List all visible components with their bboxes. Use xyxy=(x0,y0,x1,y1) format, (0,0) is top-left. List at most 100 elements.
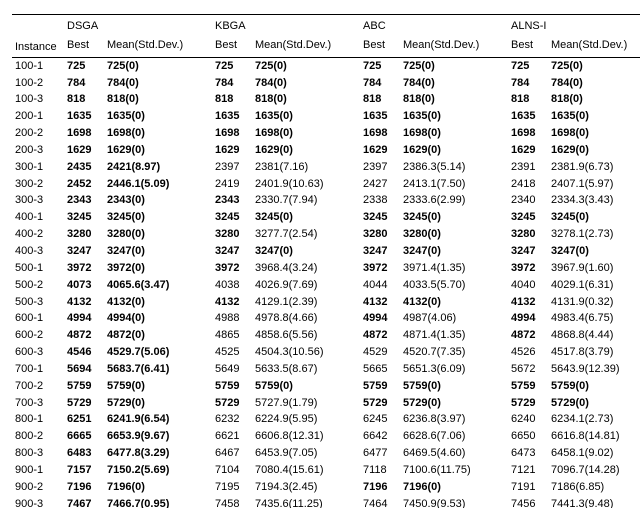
mean-cell: 2407.1(5.97) xyxy=(548,176,640,193)
best-cell: 7458 xyxy=(212,496,252,508)
instance-cell: 100-2 xyxy=(12,75,64,92)
mean-cell: 784(0) xyxy=(548,75,640,92)
best-cell: 2343 xyxy=(64,192,104,209)
best-cell: 4872 xyxy=(64,327,104,344)
instance-cell: 600-1 xyxy=(12,310,64,327)
mean-cell: 1698(0) xyxy=(548,125,640,142)
mean-cell: 5651.3(6.09) xyxy=(400,361,508,378)
best-cell: 3247 xyxy=(508,243,548,260)
col-algo-1: KBGA xyxy=(212,15,360,36)
mean-cell: 2330.7(7.94) xyxy=(252,192,360,209)
instance-cell: 800-3 xyxy=(12,445,64,462)
best-cell: 4038 xyxy=(212,277,252,294)
mean-cell: 4987(4.06) xyxy=(400,310,508,327)
best-cell: 5759 xyxy=(212,378,252,395)
best-cell: 1629 xyxy=(508,142,548,159)
best-cell: 1635 xyxy=(212,108,252,125)
col-best: Best xyxy=(360,36,400,57)
mean-cell: 6236.8(3.97) xyxy=(400,411,508,428)
mean-cell: 2421(8.97) xyxy=(104,159,212,176)
best-cell: 5729 xyxy=(212,395,252,412)
best-cell: 5729 xyxy=(508,395,548,412)
best-cell: 2340 xyxy=(508,192,548,209)
best-cell: 7121 xyxy=(508,462,548,479)
best-cell: 7104 xyxy=(212,462,252,479)
mean-cell: 2386.3(5.14) xyxy=(400,159,508,176)
best-cell: 3245 xyxy=(64,209,104,226)
best-cell: 7467 xyxy=(64,496,104,508)
col-best: Best xyxy=(508,36,548,57)
best-cell: 4132 xyxy=(508,294,548,311)
mean-cell: 784(0) xyxy=(400,75,508,92)
best-cell: 3245 xyxy=(508,209,548,226)
best-cell: 5759 xyxy=(508,378,548,395)
best-cell: 3280 xyxy=(64,226,104,243)
mean-cell: 3247(0) xyxy=(400,243,508,260)
best-cell: 2343 xyxy=(212,192,252,209)
best-cell: 7464 xyxy=(360,496,400,508)
mean-cell: 1698(0) xyxy=(252,125,360,142)
best-cell: 7196 xyxy=(64,479,104,496)
mean-cell: 818(0) xyxy=(548,91,640,108)
best-cell: 5759 xyxy=(360,378,400,395)
mean-cell: 6234.1(2.73) xyxy=(548,411,640,428)
best-cell: 1629 xyxy=(212,142,252,159)
instance-cell: 600-3 xyxy=(12,344,64,361)
mean-cell: 6241.9(6.54) xyxy=(104,411,212,428)
mean-cell: 4026.9(7.69) xyxy=(252,277,360,294)
mean-cell: 4520.7(7.35) xyxy=(400,344,508,361)
best-cell: 784 xyxy=(212,75,252,92)
best-cell: 1629 xyxy=(360,142,400,159)
mean-cell: 1635(0) xyxy=(104,108,212,125)
mean-cell: 6453.9(7.05) xyxy=(252,445,360,462)
best-cell: 4988 xyxy=(212,310,252,327)
best-cell: 3972 xyxy=(64,260,104,277)
col-mean: Mean(Std.Dev.) xyxy=(104,36,212,57)
mean-cell: 4868.8(4.44) xyxy=(548,327,640,344)
best-cell: 3247 xyxy=(360,243,400,260)
best-cell: 7195 xyxy=(212,479,252,496)
best-cell: 5694 xyxy=(64,361,104,378)
mean-cell: 3245(0) xyxy=(104,209,212,226)
mean-cell: 784(0) xyxy=(252,75,360,92)
best-cell: 4994 xyxy=(360,310,400,327)
mean-cell: 4983.4(6.75) xyxy=(548,310,640,327)
instance-cell: 800-2 xyxy=(12,428,64,445)
best-cell: 5665 xyxy=(360,361,400,378)
mean-cell: 1635(0) xyxy=(252,108,360,125)
mean-cell: 4994(0) xyxy=(104,310,212,327)
mean-cell: 2334.3(3.43) xyxy=(548,192,640,209)
col-algo-0: DSGA xyxy=(64,15,212,36)
mean-cell: 6477.8(3.29) xyxy=(104,445,212,462)
best-cell: 1629 xyxy=(64,142,104,159)
instance-cell: 900-1 xyxy=(12,462,64,479)
col-algo-3: ALNS-I xyxy=(508,15,640,36)
instance-cell: 400-3 xyxy=(12,243,64,260)
best-cell: 4526 xyxy=(508,344,548,361)
mean-cell: 5643.9(12.39) xyxy=(548,361,640,378)
best-cell: 4994 xyxy=(64,310,104,327)
mean-cell: 4131.9(0.32) xyxy=(548,294,640,311)
mean-cell: 784(0) xyxy=(104,75,212,92)
mean-cell: 2446.1(5.09) xyxy=(104,176,212,193)
mean-cell: 3277.7(2.54) xyxy=(252,226,360,243)
best-cell: 6477 xyxy=(360,445,400,462)
best-cell: 6467 xyxy=(212,445,252,462)
best-cell: 2435 xyxy=(64,159,104,176)
mean-cell: 3968.4(3.24) xyxy=(252,260,360,277)
mean-cell: 725(0) xyxy=(548,57,640,74)
best-cell: 6473 xyxy=(508,445,548,462)
best-cell: 2452 xyxy=(64,176,104,193)
best-cell: 3972 xyxy=(212,260,252,277)
mean-cell: 6628.6(7.06) xyxy=(400,428,508,445)
results-table: Instance DSGA KBGA ABC ALNS-I BestMean(S… xyxy=(12,14,640,508)
mean-cell: 7186(6.85) xyxy=(548,479,640,496)
col-best: Best xyxy=(212,36,252,57)
best-cell: 3245 xyxy=(212,209,252,226)
mean-cell: 5759(0) xyxy=(252,378,360,395)
mean-cell: 725(0) xyxy=(400,57,508,74)
best-cell: 3280 xyxy=(360,226,400,243)
mean-cell: 4132(0) xyxy=(104,294,212,311)
mean-cell: 3247(0) xyxy=(252,243,360,260)
best-cell: 7196 xyxy=(360,479,400,496)
